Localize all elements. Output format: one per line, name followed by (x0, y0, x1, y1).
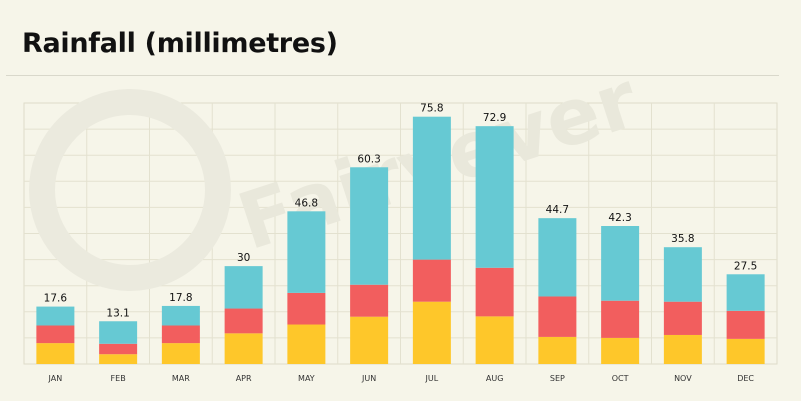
title-divider (6, 75, 779, 76)
bar-middle-oct (601, 300, 640, 338)
x-tick-oct: OCT (612, 374, 629, 383)
chart-title: Rainfall (millimetres) (22, 28, 338, 59)
x-tick-sep: SEP (550, 374, 565, 383)
bar-top-dec (726, 274, 765, 311)
bar-middle-sep (538, 296, 577, 337)
bar-middle-jan (36, 325, 75, 344)
x-tick-apr: APR (236, 374, 252, 383)
bar-middle-jul (412, 259, 451, 302)
x-tick-jul: JUL (425, 374, 439, 383)
bar-top-nov (663, 247, 702, 302)
bar-top-jan (36, 306, 75, 326)
total-label-mar: 17.8 (169, 292, 192, 304)
total-label-sep: 44.7 (546, 204, 569, 216)
x-tick-mar: MAR (172, 374, 190, 383)
bar-bottom-nov (663, 334, 702, 364)
total-label-jul: 75.8 (420, 103, 443, 115)
bar-middle-nov (663, 301, 702, 335)
bar-top-aug (475, 126, 514, 268)
bar-bottom-may (287, 324, 326, 364)
bar-top-jul (412, 116, 451, 260)
total-label-dec: 27.5 (734, 260, 757, 272)
bar-bottom-jan (36, 343, 75, 364)
bar-bottom-feb (99, 354, 138, 364)
bar-bottom-aug (475, 316, 514, 364)
total-label-jun: 60.3 (357, 153, 380, 165)
bar-middle-dec (726, 310, 765, 339)
bar-bottom-dec (726, 338, 765, 364)
bar-bottom-jul (412, 301, 451, 364)
bar-top-may (287, 211, 326, 293)
x-tick-feb: FEB (111, 374, 126, 383)
watermark-logo-ring (29, 89, 231, 291)
total-label-jan: 17.6 (44, 293, 68, 305)
total-label-feb: 13.1 (106, 307, 129, 319)
bar-top-jun (350, 167, 389, 285)
bar-middle-aug (475, 267, 514, 317)
bar-middle-feb (99, 343, 138, 355)
total-label-may: 46.8 (295, 197, 318, 209)
bar-group (36, 116, 765, 364)
bar-bottom-oct (601, 337, 640, 364)
bar-middle-apr (224, 308, 263, 334)
x-tick-jun: JUN (361, 374, 376, 383)
label-group: 17.6 JAN 13.1 FEB 17.8 MAR 30 APR 46.8 MAY 60.3 JUN… (44, 103, 758, 383)
bar-top-apr (224, 266, 263, 309)
x-tick-aug: AUG (486, 374, 504, 383)
total-label-oct: 42.3 (608, 212, 631, 224)
x-tick-dec: DEC (737, 374, 754, 383)
bar-middle-may (287, 292, 326, 325)
bar-top-mar (161, 305, 200, 326)
total-label-nov: 35.8 (671, 233, 694, 245)
bar-top-oct (601, 225, 640, 301)
chart-grid (23, 102, 778, 365)
bar-bottom-sep (538, 336, 577, 364)
x-tick-may: MAY (298, 374, 315, 383)
bar-top-sep (538, 218, 577, 297)
bar-bottom-jun (350, 316, 389, 364)
x-tick-nov: NOV (674, 374, 692, 383)
total-label-apr: 30 (237, 252, 250, 264)
x-tick-jan: JAN (48, 374, 63, 383)
bar-bottom-mar (161, 343, 200, 364)
total-label-aug: 72.9 (483, 112, 506, 124)
bar-middle-jun (350, 284, 389, 317)
bar-top-feb (99, 321, 138, 344)
bar-middle-mar (161, 325, 200, 344)
bar-bottom-apr (224, 333, 263, 364)
